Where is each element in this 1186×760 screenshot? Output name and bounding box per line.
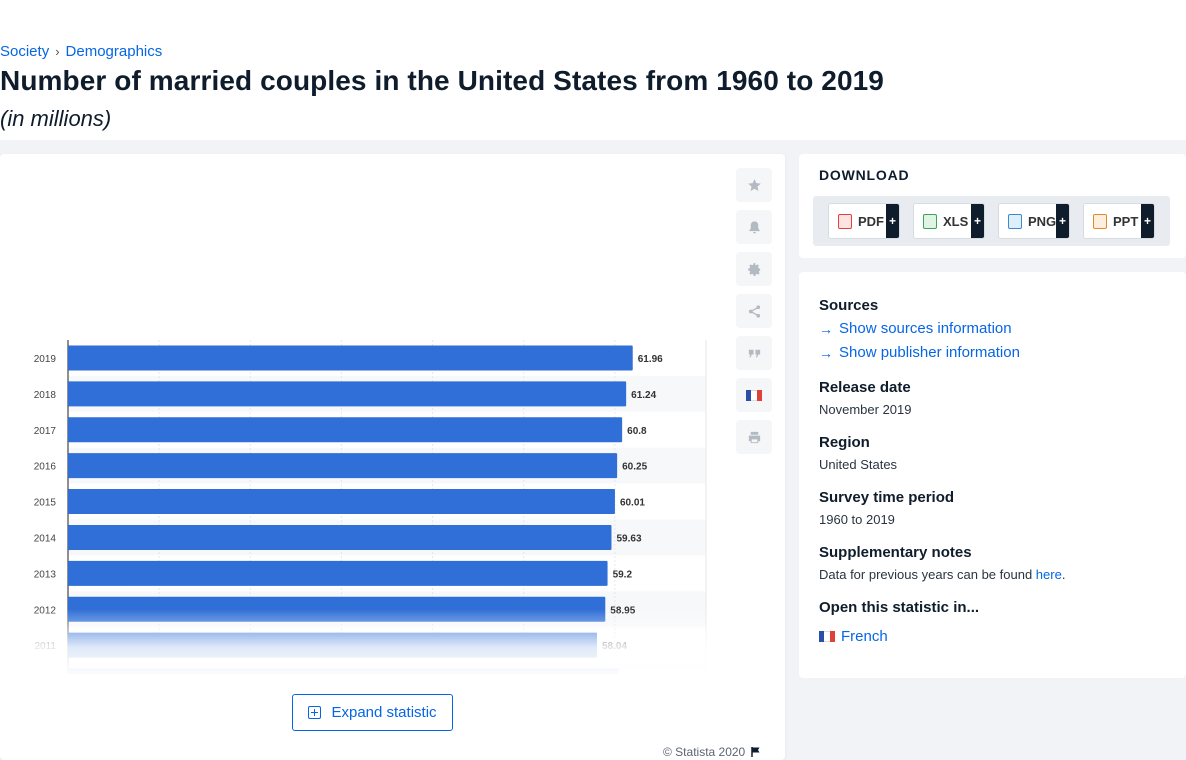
show-sources-label: Show sources information: [839, 320, 1012, 337]
bar-2014[interactable]: [68, 524, 612, 550]
xls-file-icon: [923, 213, 937, 229]
region-heading: Region: [819, 434, 870, 451]
bar-2011[interactable]: [68, 632, 597, 658]
breadcrumb: Society › Demographics: [0, 43, 162, 60]
bar-2012[interactable]: [68, 596, 606, 622]
survey-value: 1960 to 2019: [819, 512, 895, 527]
tick-label-2018: 2018: [34, 390, 57, 401]
survey-heading: Survey time period: [819, 489, 955, 506]
copyright: © Statista 2020: [663, 745, 762, 759]
chart-tools: [736, 168, 772, 462]
value-label-2011: 58.04: [602, 641, 627, 652]
bar-2015[interactable]: [68, 489, 615, 515]
open-in-french-link[interactable]: French: [819, 628, 888, 645]
flag-report-icon[interactable]: [751, 746, 762, 758]
arrow-right-icon: →: [819, 320, 833, 337]
arrow-right-icon: →: [819, 344, 833, 361]
download-ppt-plus[interactable]: +: [1141, 204, 1154, 238]
show-publisher-label: Show publisher information: [839, 344, 1020, 361]
download-pdf-button[interactable]: PDF +: [828, 203, 900, 239]
value-label-2014: 59.63: [616, 533, 641, 544]
bar-2017[interactable]: [68, 417, 623, 443]
supplementary-body: Data for previous years can be found: [819, 567, 1036, 582]
supplementary-heading: Supplementary notes: [819, 544, 972, 561]
show-sources-link[interactable]: → Show sources information: [819, 320, 1012, 337]
tick-label-2019: 2019: [34, 354, 57, 365]
breadcrumb-society[interactable]: Society: [0, 43, 50, 60]
tick-label-2011: 2011: [34, 641, 56, 652]
breadcrumb-demographics[interactable]: Demographics: [65, 43, 163, 60]
png-file-icon: [1008, 213, 1022, 229]
download-png-plus[interactable]: +: [1056, 204, 1069, 238]
value-label-2018: 61.24: [631, 390, 656, 401]
supplementary-period: .: [1061, 567, 1066, 582]
tick-label-2012: 2012: [34, 605, 57, 616]
french-flag-icon[interactable]: [736, 378, 772, 412]
download-card: DOWNLOAD PDF + XLS + PNG + PPT +: [799, 154, 1186, 258]
expand-icon: [308, 706, 322, 719]
download-png-button[interactable]: PNG +: [998, 203, 1070, 239]
release-value: November 2019: [819, 402, 912, 417]
chart-card: 2019 61.96 2018 61.24 2017 60.8 2016 60.25 2015 6…: [0, 154, 785, 760]
region-value: United States: [819, 457, 898, 472]
bar-2013[interactable]: [68, 560, 608, 586]
download-pdf-plus[interactable]: +: [886, 204, 899, 238]
expand-statistic-button[interactable]: Expand statistic: [292, 694, 453, 731]
tick-label-2014: 2014: [34, 533, 57, 544]
value-label-2017: 60.8: [627, 426, 647, 437]
release-heading: Release date: [819, 379, 911, 396]
download-xls-button[interactable]: XLS +: [913, 203, 985, 239]
download-pdf-label: PDF: [858, 213, 884, 229]
pdf-file-icon: [838, 213, 852, 229]
chart-plot: 2019 61.96 2018 61.24 2017 60.8 2016 60.25 2015 6…: [0, 154, 720, 674]
ppt-file-icon: [1093, 213, 1107, 229]
bell-icon[interactable]: [736, 210, 772, 244]
page-title: Number of married couples in the United …: [0, 65, 884, 96]
tick-label-2015: 2015: [34, 498, 57, 509]
supplementary-text: Data for previous years can be found her…: [819, 567, 1065, 582]
open-in-heading: Open this statistic in...: [819, 599, 980, 616]
expand-label: Expand statistic: [331, 704, 437, 721]
french-flag-icon: [819, 631, 835, 642]
value-label-2015: 60.01: [620, 498, 645, 509]
header-area: [0, 0, 1186, 140]
bar-chart: 2019 61.96 2018 61.24 2017 60.8 2016 60.25 2015 6…: [34, 340, 707, 674]
quote-icon[interactable]: [736, 336, 772, 370]
copyright-text: © Statista 2020: [663, 745, 746, 759]
value-label-2016: 60.25: [622, 462, 647, 473]
download-ppt-label: PPT: [1113, 213, 1139, 229]
download-png-label: PNG: [1028, 213, 1057, 229]
value-label-2013: 59.2: [613, 569, 633, 580]
download-xls-plus[interactable]: +: [971, 204, 984, 238]
open-in-french-label: French: [841, 628, 888, 645]
show-publisher-link[interactable]: → Show publisher information: [819, 344, 1020, 361]
share-icon[interactable]: [736, 294, 772, 328]
bar-2018[interactable]: [68, 381, 627, 407]
download-xls-label: XLS: [943, 213, 969, 229]
info-card: Sources → Show sources information → Sho…: [799, 272, 1186, 678]
page-subtitle: (in millions): [0, 106, 112, 131]
breadcrumb-separator: ›: [55, 44, 60, 59]
bar-2016[interactable]: [68, 453, 618, 479]
tick-label-2016: 2016: [34, 462, 57, 473]
print-icon[interactable]: [736, 420, 772, 454]
download-ppt-button[interactable]: PPT +: [1083, 203, 1155, 239]
sources-heading: Sources: [819, 297, 879, 314]
tick-label-2013: 2013: [34, 569, 57, 580]
supplementary-here-link[interactable]: here: [1035, 567, 1062, 582]
bar-2019[interactable]: [68, 345, 633, 371]
download-title: DOWNLOAD: [819, 167, 910, 183]
gear-icon[interactable]: [736, 252, 772, 286]
value-label-2019: 61.96: [638, 354, 663, 365]
tick-label-2017: 2017: [34, 426, 57, 437]
download-buttons: PDF + XLS + PNG + PPT +: [813, 196, 1170, 246]
bar-2010[interactable]: [68, 668, 619, 674]
star-icon[interactable]: [736, 168, 772, 202]
value-label-2012: 58.95: [610, 605, 635, 616]
